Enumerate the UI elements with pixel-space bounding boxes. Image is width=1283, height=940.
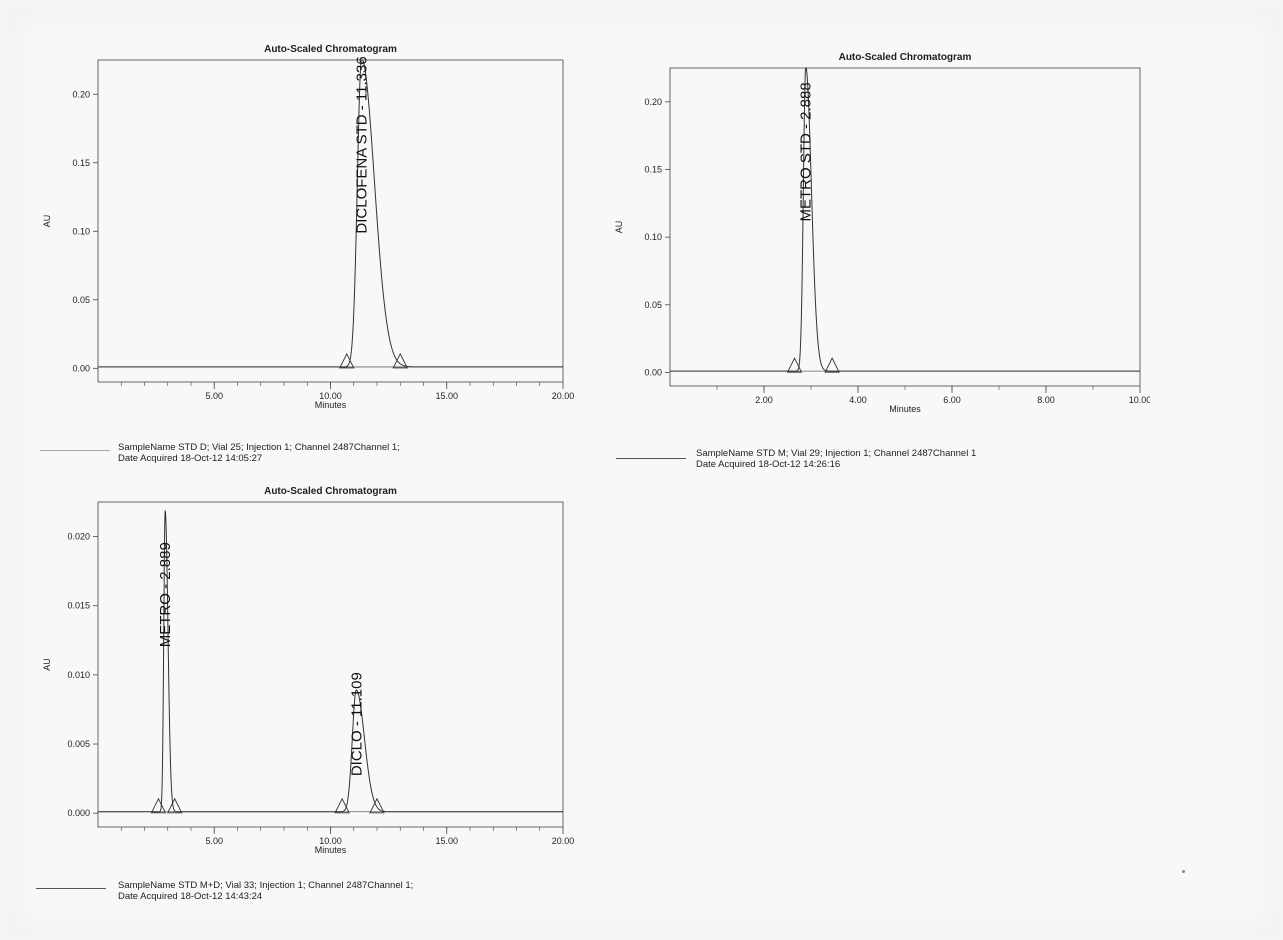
y-tick-label: 0.15 xyxy=(644,164,662,174)
peak-label: DICLO - 11.109 xyxy=(348,672,365,776)
signal-trace xyxy=(98,59,563,368)
y-axis-label: AU xyxy=(42,658,52,671)
y-tick-label: 0.20 xyxy=(644,97,662,107)
plot-frame xyxy=(669,67,1141,387)
peak-label: DICLOFENA STD - 11.336 xyxy=(354,56,371,233)
y-tick-label: 0.15 xyxy=(72,158,90,168)
x-axis-label: Minutes xyxy=(315,845,347,855)
integration-marker xyxy=(150,797,167,814)
x-tick-label: 20.00 xyxy=(552,836,575,846)
caption-legend-line xyxy=(36,888,106,889)
caption-mixture: SampleName STD M+D; Vial 33; Injection 1… xyxy=(118,880,413,902)
x-tick-label: 5.00 xyxy=(205,836,223,846)
y-tick-label: 0.010 xyxy=(67,670,90,680)
integration-marker xyxy=(166,797,183,814)
integration-marker xyxy=(392,352,408,369)
chart-diclofena-svg: Auto-Scaled Chromatogram 0.00 0.05 0.10 0.15… xyxy=(42,44,575,410)
caption-line-2: Date Acquired 18-Oct-12 14:26:16 xyxy=(696,459,841,470)
x-tick-label: 15.00 xyxy=(435,836,458,846)
chart-title: Auto-Scaled Chromatogram xyxy=(839,52,972,63)
chart-mixture-svg: Auto-Scaled Chromatogram 0.000 0.005 0.010 0… xyxy=(42,486,575,855)
x-axis-label: Minutes xyxy=(315,400,347,410)
chromatogram-diclofena: Auto-Scaled Chromatogram 0.00 0.05 0.10 0.15… xyxy=(38,36,578,431)
x-tick-label: 20.00 xyxy=(552,391,575,401)
caption-line-1: SampleName STD D; Vial 25; Injection 1; … xyxy=(118,442,400,453)
signal-trace xyxy=(670,67,1140,372)
x-tick-label: 10.00 xyxy=(319,836,342,846)
chart-title: Auto-Scaled Chromatogram xyxy=(264,486,397,497)
signal-trace xyxy=(98,510,563,813)
plot-frame xyxy=(97,59,564,383)
x-tick-label: 15.00 xyxy=(435,391,458,401)
caption-diclofena: SampleName STD D; Vial 25; Injection 1; … xyxy=(118,442,400,464)
integration-marker xyxy=(369,797,385,814)
caption-metro: SampleName STD M; Vial 29; Injection 1; … xyxy=(696,448,976,470)
caption-legend-line xyxy=(616,458,686,459)
caption-legend-line xyxy=(40,450,110,451)
y-tick-label: 0.10 xyxy=(644,232,662,242)
x-tick-label: 6.00 xyxy=(943,395,961,405)
paper-speck xyxy=(1182,870,1185,873)
y-tick-label: 0.10 xyxy=(72,226,90,236)
y-axis-label: AU xyxy=(42,215,52,228)
integration-marker xyxy=(339,352,355,369)
x-tick-label: 10.00 xyxy=(319,391,342,401)
integration-marker xyxy=(786,357,803,373)
caption-line-2: Date Acquired 18-Oct-12 14:05:27 xyxy=(118,453,263,464)
chart-title: Auto-Scaled Chromatogram xyxy=(264,44,397,55)
integration-marker xyxy=(824,357,840,373)
y-tick-label: 0.020 xyxy=(67,532,90,542)
caption-line-1: SampleName STD M; Vial 29; Injection 1; … xyxy=(696,448,977,459)
chromatogram-metro: Auto-Scaled Chromatogram 0.00 0.05 0.10 0.15… xyxy=(610,44,1151,439)
x-tick-label: 10.00 xyxy=(1129,395,1150,405)
peak-label: METRO STD - 2.888 xyxy=(798,82,815,221)
chart-metro-svg: Auto-Scaled Chromatogram 0.00 0.05 0.10 0.15… xyxy=(614,52,1151,414)
y-tick-label: 0.00 xyxy=(644,367,662,377)
y-tick-label: 0.00 xyxy=(72,363,90,373)
y-tick-label: 0.05 xyxy=(72,295,90,305)
caption-line-2: Date Acquired 18-Oct-12 14:43:24 xyxy=(118,891,263,902)
x-tick-label: 4.00 xyxy=(849,395,867,405)
x-tick-label: 8.00 xyxy=(1037,395,1055,405)
y-tick-label: 0.005 xyxy=(67,739,90,749)
scanned-report-page: Auto-Scaled Chromatogram 0.00 0.05 0.10 0.15… xyxy=(8,8,1280,936)
x-tick-label: 2.00 xyxy=(755,395,773,405)
integration-marker xyxy=(334,797,350,814)
chromatogram-mixture: Auto-Scaled Chromatogram 0.000 0.005 0.010 0… xyxy=(38,478,578,883)
y-tick-label: 0.05 xyxy=(644,300,662,310)
y-tick-label: 0.015 xyxy=(67,601,90,611)
x-axis-label: Minutes xyxy=(889,404,921,414)
y-axis-label: AU xyxy=(614,221,624,234)
y-tick-label: 0.20 xyxy=(72,89,90,99)
y-tick-label: 0.000 xyxy=(67,808,90,818)
x-tick-label: 5.00 xyxy=(205,391,223,401)
caption-line-1: SampleName STD M+D; Vial 33; Injection 1… xyxy=(118,880,414,891)
peak-label: METRO - 2.889 xyxy=(157,542,174,647)
